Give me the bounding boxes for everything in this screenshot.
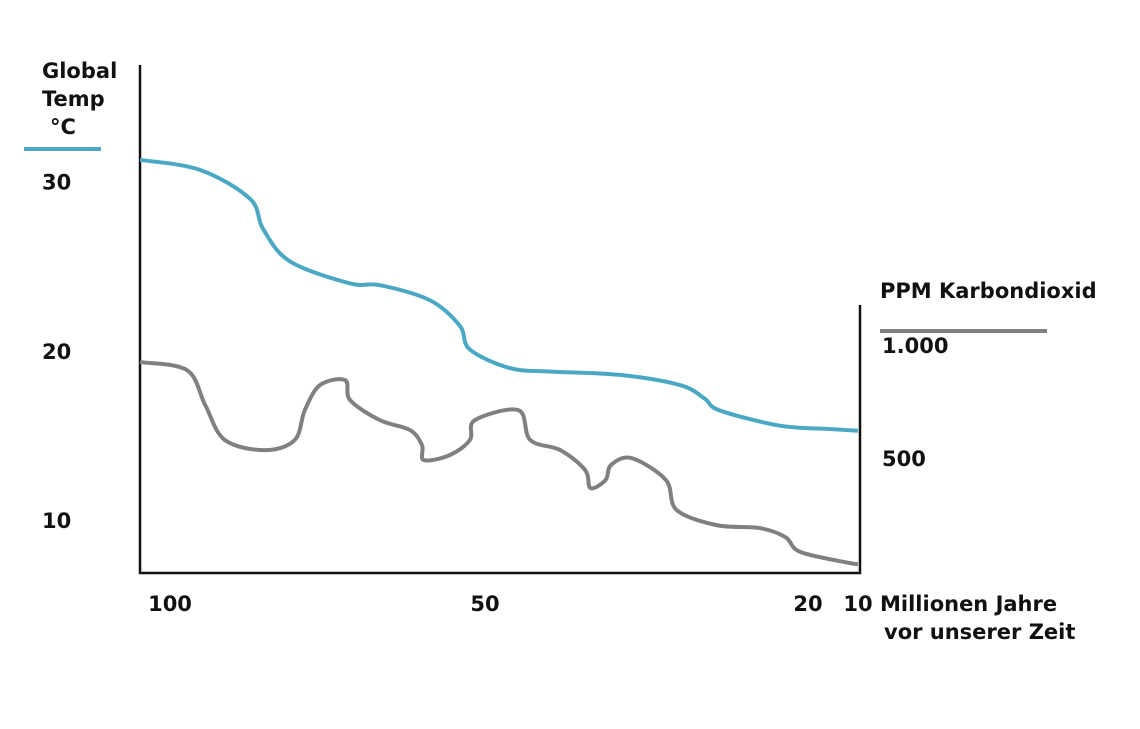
series-line [139,360,859,567]
y-axis-label: Global [42,59,117,83]
series-line [139,157,859,433]
y-tick-label: 20 [42,340,71,364]
x-tick-label: 100 [148,592,192,616]
y2-tick-label: 500 [882,447,926,471]
x-axis-label: Millionen Jahre [880,592,1057,616]
y-tick-label: 30 [42,171,71,195]
y2-tick-label: 1.000 [882,334,948,358]
y-axis-label: Temp [42,87,105,111]
x-tick-label: 20 [793,592,822,616]
y-axis-label: °C [50,115,76,139]
y2-axis-label: PPM Karbondioxid [880,279,1097,303]
x-axis-label: vor unserer Zeit [884,620,1075,644]
x-tick-label: 10 [843,592,872,616]
x-tick-label: 50 [470,592,499,616]
y-tick-label: 10 [42,509,71,533]
